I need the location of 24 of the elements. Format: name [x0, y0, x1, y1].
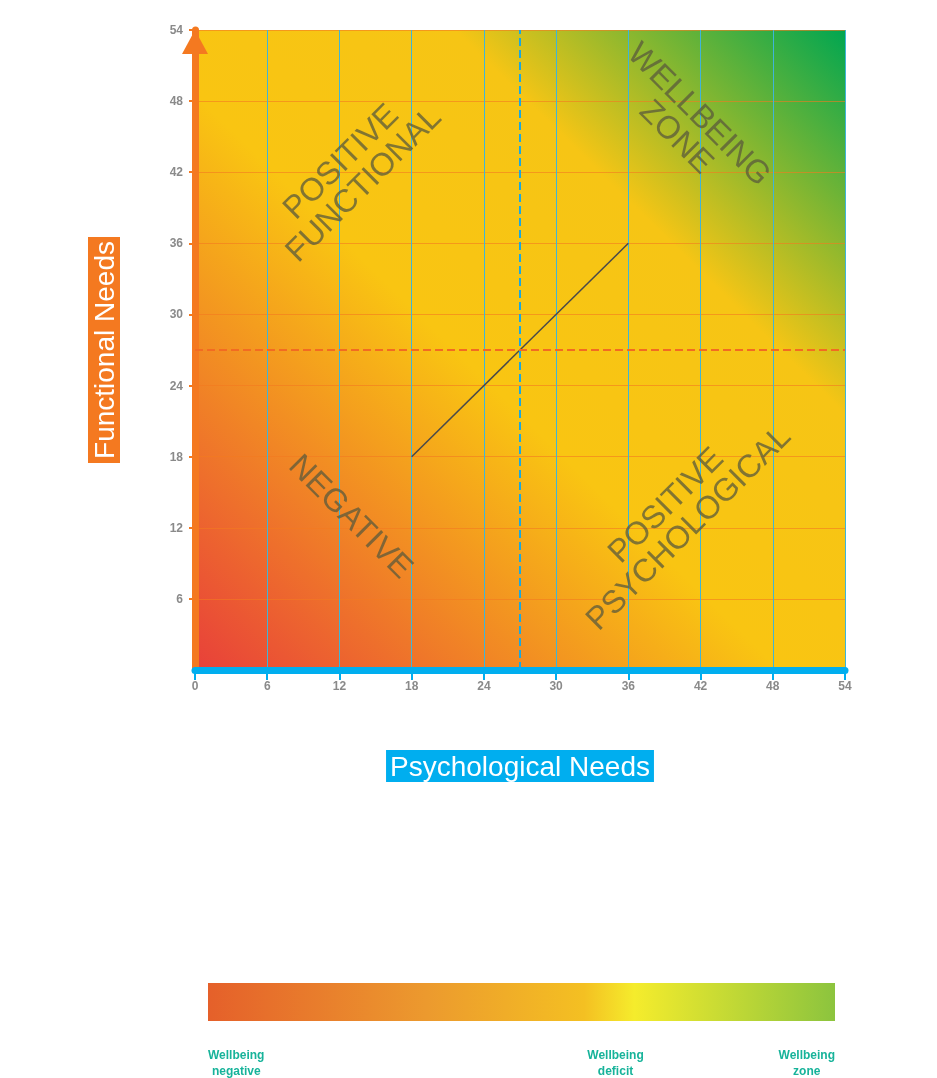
x-tick-label: 18: [404, 679, 419, 693]
y-tick-label: 18: [169, 449, 184, 464]
y-axis-title: Functional Needs: [88, 241, 120, 459]
x-tick-label: 24: [477, 679, 491, 693]
y-tick-label: 54: [169, 23, 184, 37]
text: Wellbeing negative: [208, 1047, 265, 1078]
y-tick-label: 6: [176, 591, 184, 606]
text: Wellbeing zone: [778, 1047, 835, 1078]
x-tick-label: 54: [838, 679, 852, 693]
x-tick-label: 48: [766, 679, 780, 693]
x-tick-label: 42: [693, 679, 708, 693]
x-tick-label: 30: [549, 679, 564, 693]
y-tick-label: 48: [169, 94, 184, 109]
y-tick-label: 36: [169, 236, 184, 251]
x-tick-label: 12: [332, 679, 347, 693]
x-tick-label: 36: [621, 679, 636, 693]
x-tick-label: 0: [191, 679, 199, 693]
text: Wellbeing deficit: [587, 1047, 644, 1078]
y-tick-label: 30: [169, 307, 184, 322]
x-tick-label: 6: [263, 679, 271, 693]
y-tick-label: 12: [169, 520, 184, 535]
y-tick-label: 42: [169, 165, 184, 180]
y-tick-label: 24: [169, 378, 184, 393]
x-axis-title: Psychological Needs: [390, 750, 650, 782]
